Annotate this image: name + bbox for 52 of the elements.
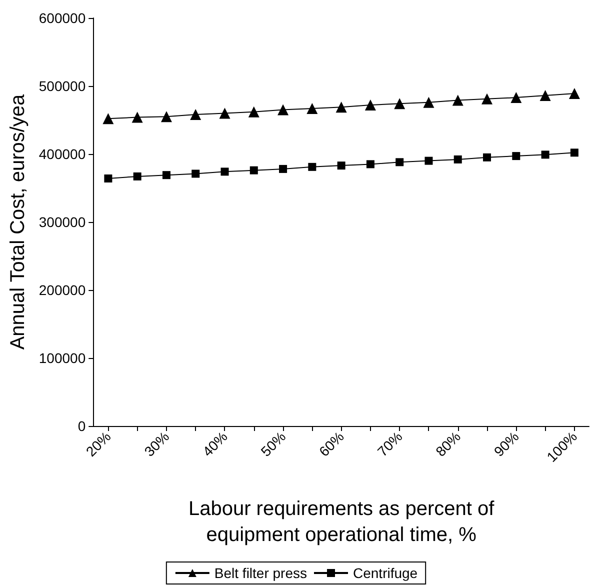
y-tick-label: 200000 — [38, 282, 86, 298]
point — [394, 98, 406, 110]
point — [162, 171, 170, 180]
point — [364, 100, 376, 111]
point — [279, 164, 288, 173]
point — [190, 109, 202, 120]
point — [510, 92, 522, 104]
point — [570, 148, 578, 157]
point — [336, 102, 347, 113]
point — [512, 152, 520, 160]
y-tick-label: 600000 — [38, 10, 86, 26]
point — [452, 94, 464, 106]
point — [102, 113, 114, 124]
point — [337, 162, 346, 170]
y-tick-label: 0 — [78, 418, 86, 434]
point — [104, 174, 112, 182]
point — [306, 102, 318, 114]
y-axis-title: Annual Total Cost, euros/yea — [7, 93, 29, 350]
x-tick-label: 50% — [258, 428, 289, 460]
point — [133, 172, 142, 180]
y-tick-label: 300000 — [38, 214, 86, 230]
point — [483, 153, 492, 162]
point — [308, 162, 316, 171]
x-tick-label: 90% — [490, 428, 522, 460]
point — [219, 108, 230, 119]
y-tick-label: 500000 — [38, 78, 86, 94]
point — [454, 155, 462, 164]
x-tick-label: 30% — [141, 428, 172, 460]
legend-label: Centrifuge — [352, 565, 418, 581]
point — [482, 93, 493, 104]
x-axis-title: Labour requirements as percent of equipment operational time, % — [188, 498, 495, 546]
point — [250, 166, 258, 174]
point — [424, 156, 433, 165]
point — [540, 90, 551, 102]
x-tick-label: 60% — [316, 428, 347, 460]
point — [220, 168, 229, 176]
x-tick-label: 70% — [374, 428, 406, 460]
point — [132, 112, 143, 123]
point — [396, 158, 404, 166]
point — [192, 170, 200, 178]
point — [423, 96, 434, 108]
point — [160, 111, 172, 122]
y-tick-label: 100000 — [38, 350, 86, 366]
y-tick-label: 400000 — [38, 146, 86, 162]
point — [366, 160, 374, 168]
legend-label: Belt filter press — [214, 565, 308, 581]
point — [248, 106, 260, 118]
point — [278, 104, 289, 116]
x-tick-label: 40% — [199, 428, 230, 460]
x-tick-label: 80% — [432, 428, 464, 460]
point — [568, 88, 580, 99]
point — [541, 150, 550, 159]
